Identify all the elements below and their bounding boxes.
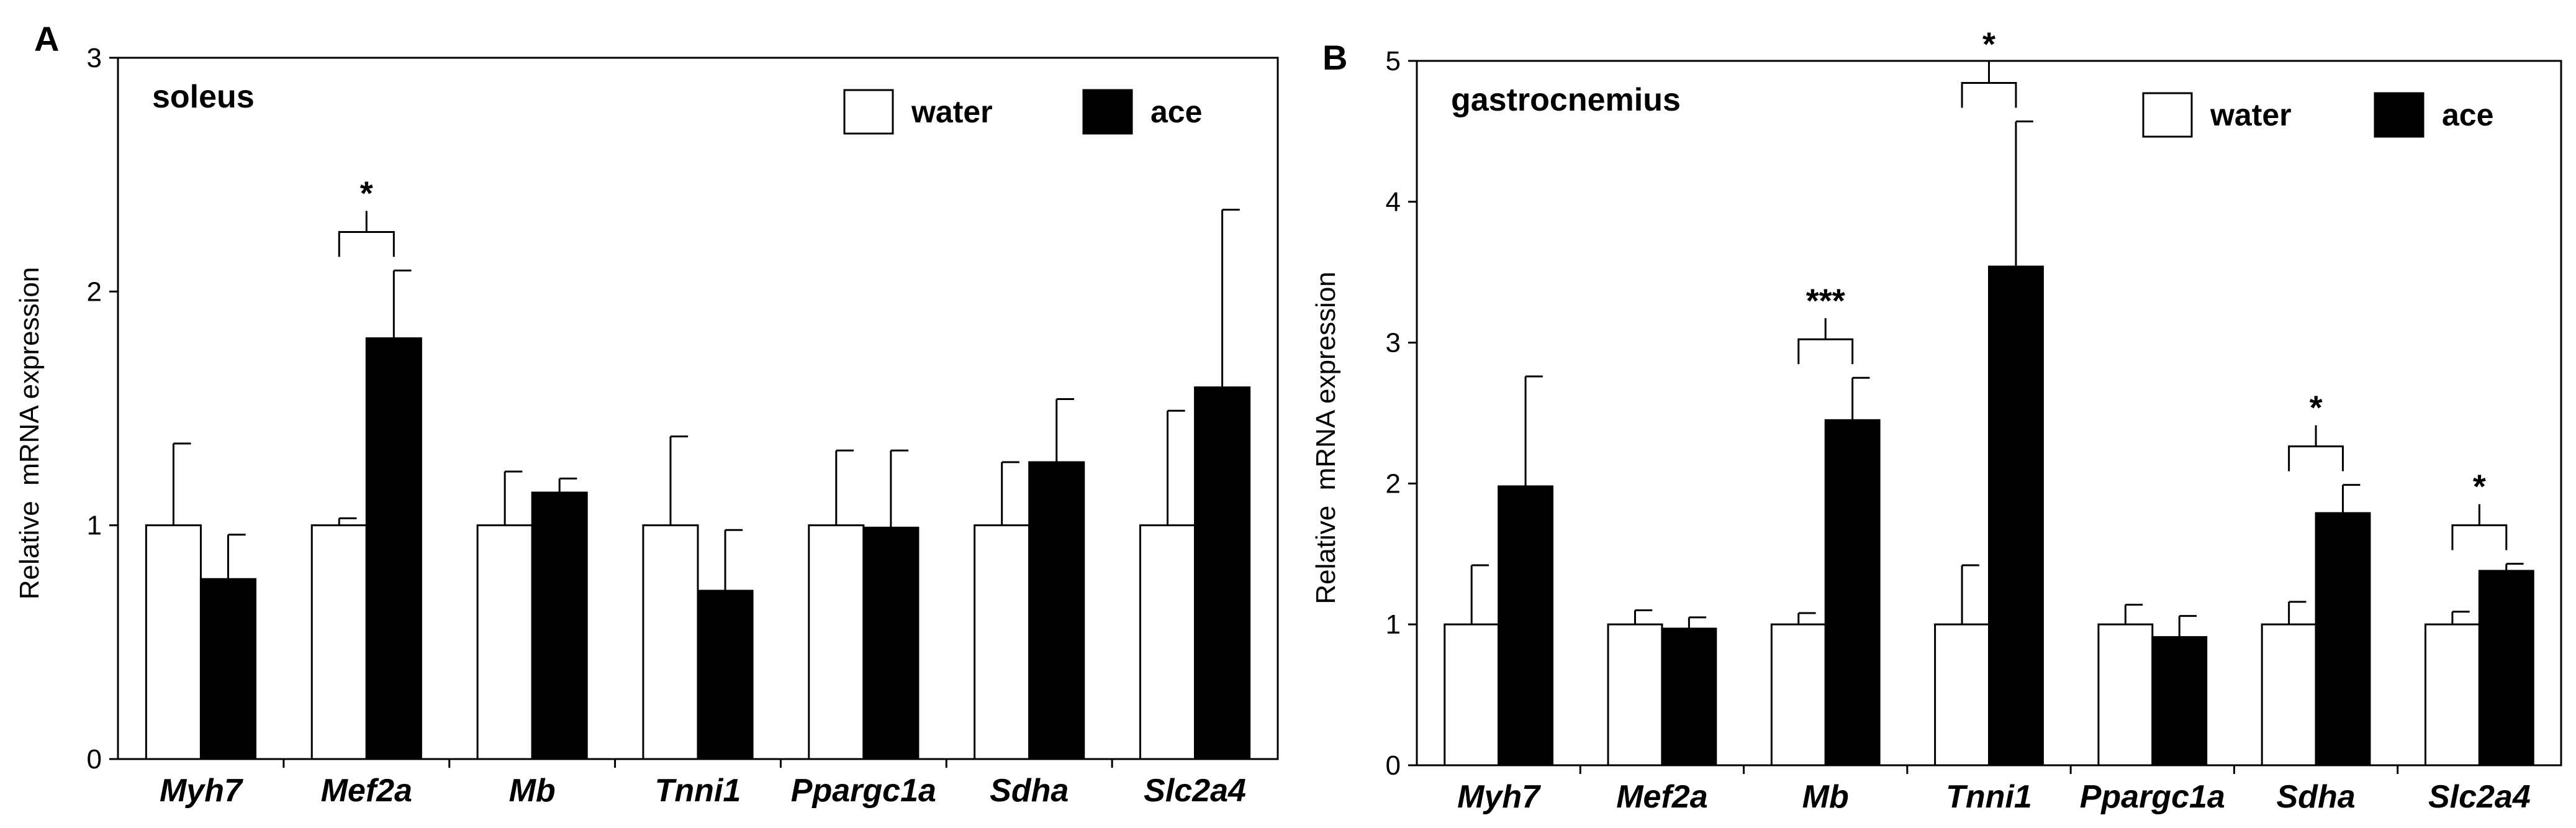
panel-a-bar-ace-mef2a [365,337,422,760]
panel-a-legend-label-ace: ace [1150,94,1202,129]
panel-b-ylabel: Relative mRNA expression [1311,271,1341,604]
panel-b-bar-water-ppargc1a [2097,623,2154,767]
panel-b-letter: B [1322,38,1347,77]
panel-b-category-label-ppargc1a: Ppargc1a [2080,779,2225,815]
chart-panel-a: A 0 1 2 3 Relative mRNA expression soleus water… [14,19,1279,809]
panel-a-tissue-label: soleus [152,79,255,115]
panel-a-ytick-label-1: 1 [87,511,102,541]
panel-b-category-label-mef2a: Mef2a [1616,779,1707,815]
panel-a-bar-ace-tnni1 [697,589,754,760]
panel-b-category-label-tnni1: Tnni1 [1946,779,2032,815]
panel-a-significance-label-mef2a: * [360,175,373,212]
panel-b-category-label-myh7: Myh7 [1457,779,1541,815]
panel-b-significance-bracket-slc2a4 [2451,504,2508,550]
panel-b-bar-ace-ppargc1a [2151,636,2208,767]
panel-b-bar-ace-mef2a [1661,627,1717,767]
panel-b-significance-label-sdha: * [2310,389,2323,427]
panel-a-bar-water-ppargc1a [808,524,865,760]
panel-b-bar-ace-tnni1 [1988,265,2044,767]
panel-b-ytick-label-3: 3 [1386,328,1401,358]
panel-a-legend-label-water: water [911,94,993,129]
panel-a-category-label-ppargc1a: Ppargc1a [791,773,936,809]
panel-b-bar-water-tnni1 [1934,623,1991,767]
panel-b-significance-bracket-mb [1797,318,1854,365]
panel-a-category-label-sdha: Sdha [990,773,1069,809]
panel-a-ytick-label-0: 0 [87,744,102,775]
panel-b-legend-swatch-ace [2374,92,2425,138]
panel-a-category-label-slc2a4: Slc2a4 [1144,773,1246,809]
panel-a-bar-water-tnni1 [642,524,699,760]
panel-a-bar-water-sdha [974,524,1031,760]
panel-b-legend-label-ace: ace [2442,98,2493,132]
panel-a-bar-water-mef2a [310,524,368,760]
panel-b-category-label-slc2a4: Slc2a4 [2428,779,2531,815]
panel-a-bar-water-myh7 [145,524,202,760]
panel-b-ytick-label-5: 5 [1386,46,1401,76]
chart-panel-b: B 0 1 2 3 4 5 Relative mRNA expression gastrocne… [1311,26,2562,815]
panel-b-ytick-label-2: 2 [1386,468,1401,499]
panel-a-category-label-myh7: Myh7 [160,773,243,809]
panel-a-bar-ace-slc2a4 [1194,386,1251,760]
panel-b-tissue-label: gastrocnemius [1451,82,1681,118]
panel-b-ytick-label-1: 1 [1386,609,1401,640]
panel-b-ytick-label-0: 0 [1386,750,1401,781]
panel-b-bar-water-mb [1770,623,1827,767]
panel-b-significance-bracket-sdha [2288,425,2344,471]
panel-b-category-label-sdha: Sdha [2277,779,2356,815]
panel-b-significance-label-mb: *** [1806,282,1845,319]
panel-a-significance-bracket-mef2a [338,211,395,257]
panel-b-bar-water-sdha [2261,623,2317,767]
panel-a-category-label-mef2a: Mef2a [321,773,412,809]
panel-b-legend-label-water: water [2210,98,2292,132]
panel-b-ytick-label-4: 4 [1386,187,1401,217]
panel-a-category-label-tnni1: Tnni1 [655,773,741,809]
panel-b-bar-water-myh7 [1444,623,1500,767]
panel-b-significance-bracket-tnni1 [1961,61,2017,108]
panel-b-bar-water-slc2a4 [2424,623,2480,767]
panel-a-category-label-mb: Mb [509,773,556,809]
panel-b-significance-label-tnni1: * [1982,26,1995,63]
panel-b-bar-water-mef2a [1607,623,1663,767]
panel-a-bar-ace-ppargc1a [862,526,920,760]
panel-b-bar-ace-myh7 [1498,485,1554,767]
panel-a-ytick-label-3: 3 [87,43,102,73]
panel-a-ytick-label-2: 2 [87,276,102,307]
panel-a-legend-swatch-water [843,89,894,135]
panel-a-ylabel: Relative mRNA expression [14,267,45,600]
panel-a-letter: A [34,19,59,58]
panel-a-legend-swatch-ace [1082,89,1133,135]
panel-b-legend-swatch-water [2142,92,2193,138]
panel-a-bar-ace-mb [531,491,588,760]
panel-b-bar-ace-mb [1824,419,1881,767]
panel-b-bar-ace-sdha [2315,512,2371,767]
panel-b-significance-label-slc2a4: * [2473,468,2486,506]
panel-b-category-label-mb: Mb [1802,779,1849,815]
panel-b-bar-ace-slc2a4 [2478,570,2534,767]
panel-a-bar-ace-sdha [1028,461,1085,760]
panel-a-bar-water-mb [476,524,533,760]
panel-a-bar-water-slc2a4 [1139,524,1196,760]
panel-a-bar-ace-myh7 [199,578,256,760]
